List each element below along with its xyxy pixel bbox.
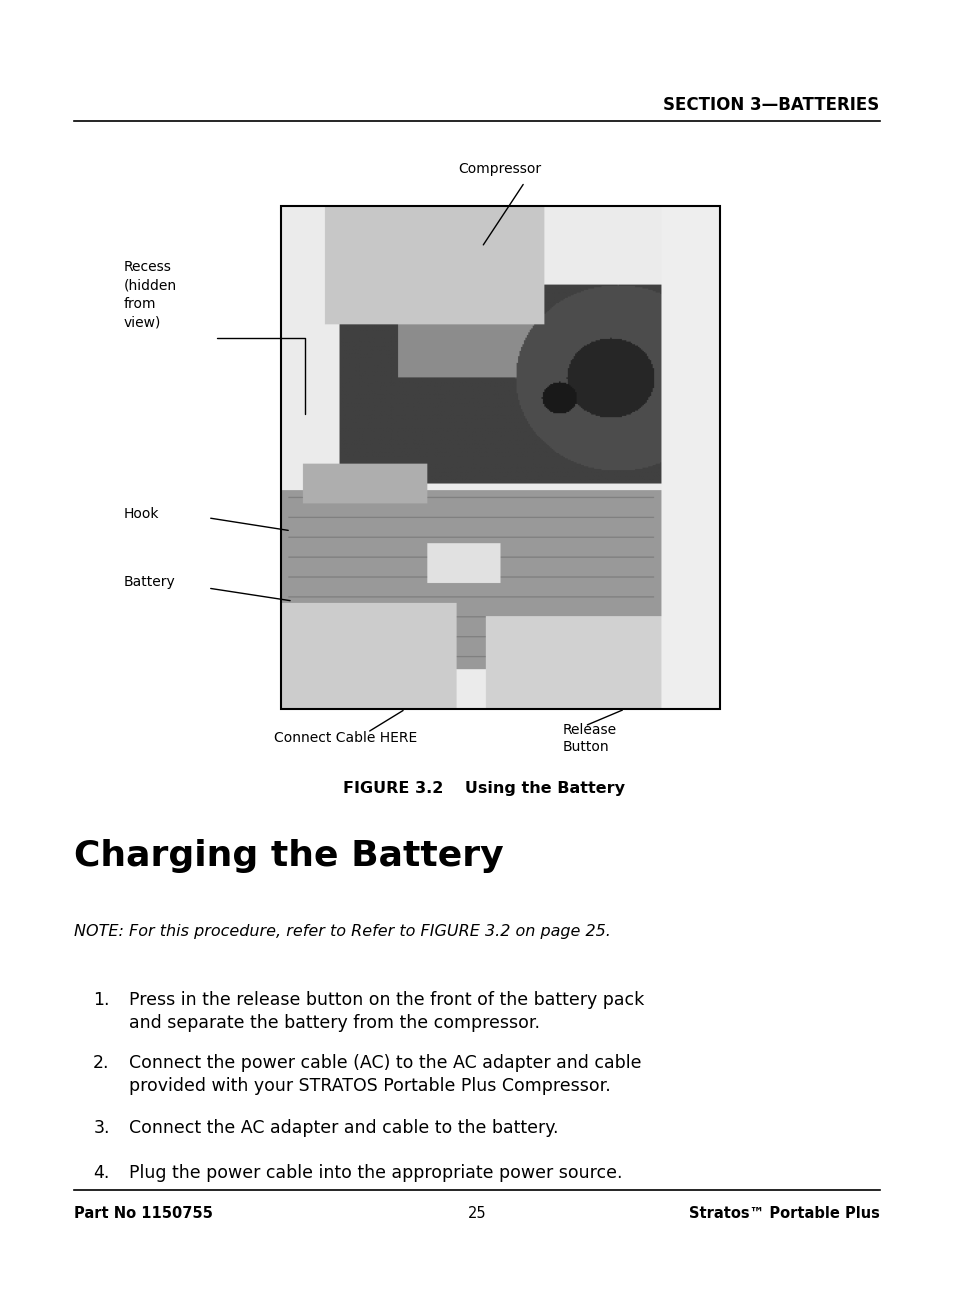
Text: Plug the power cable into the appropriate power source.: Plug the power cable into the appropriat… [129, 1164, 621, 1183]
Text: Part No 1150755: Part No 1150755 [74, 1206, 213, 1222]
Text: 2.: 2. [93, 1054, 110, 1072]
Text: 3.: 3. [93, 1119, 110, 1137]
Text: 1.: 1. [93, 991, 110, 1010]
Text: Connect the AC adapter and cable to the battery.: Connect the AC adapter and cable to the … [129, 1119, 558, 1137]
Text: NOTE: For this procedure, refer to Refer to FIGURE 3.2 on page 25.: NOTE: For this procedure, refer to Refer… [74, 924, 611, 939]
Text: Release
Button: Release Button [562, 723, 617, 753]
Text: Stratos™ Portable Plus: Stratos™ Portable Plus [688, 1206, 879, 1222]
Text: 25: 25 [467, 1206, 486, 1222]
Text: Hook: Hook [124, 507, 159, 520]
Text: Connect Cable HERE: Connect Cable HERE [274, 731, 416, 745]
Text: SECTION 3—BATTERIES: SECTION 3—BATTERIES [662, 96, 879, 114]
Text: Connect the power cable (AC) to the AC adapter and cable
provided with your STRA: Connect the power cable (AC) to the AC a… [129, 1054, 640, 1094]
Text: 4.: 4. [93, 1164, 110, 1183]
Text: Recess
(hidden
from
view): Recess (hidden from view) [124, 260, 177, 329]
Text: FIGURE 3.2: FIGURE 3.2 [343, 781, 443, 796]
Text: Battery: Battery [124, 575, 175, 588]
Text: Using the Battery: Using the Battery [448, 781, 625, 796]
Text: Compressor: Compressor [457, 161, 540, 176]
Text: Press in the release button on the front of the battery pack
and separate the ba: Press in the release button on the front… [129, 991, 643, 1032]
Bar [281, 206, 720, 709]
Text: Charging the Battery: Charging the Battery [74, 839, 503, 873]
